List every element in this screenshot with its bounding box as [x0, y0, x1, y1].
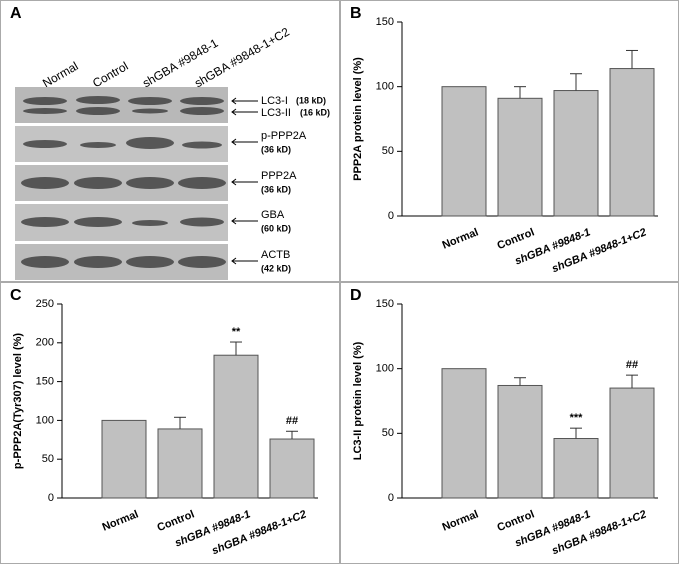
bar [609, 68, 655, 217]
y-tick-label: 150 [376, 16, 394, 28]
y-axis-label: p-PPP2A(Tyr307) level (%) [12, 333, 24, 469]
bar [497, 384, 543, 499]
error-bar [230, 341, 242, 356]
band-size: (18 kD) [296, 95, 326, 105]
x-tick-label: Normal [441, 226, 481, 251]
bar [441, 86, 487, 217]
significance-label: ** [232, 326, 241, 338]
blot-panel: A Normal Control shGBA #9848-1 shGBA #98… [10, 5, 330, 280]
bar [553, 90, 599, 217]
band-name: LC3-I [261, 95, 288, 107]
y-axis-label: PPP2A protein level (%) [352, 57, 364, 181]
y-tick-label: 0 [388, 492, 394, 504]
chart-panel: Cp-PPP2A(Tyr307) level (%) 0 50 100 150 200 25… [10, 287, 318, 557]
y-tick-label: 150 [376, 298, 394, 310]
error-bar [286, 430, 298, 440]
x-tick-label: shGBA #9848-1+C2 [550, 508, 648, 557]
bar [269, 438, 315, 499]
bar [157, 428, 203, 499]
y-tick-label: 0 [388, 210, 394, 222]
band-name: p-PPP2A [261, 130, 307, 142]
band-name: GBA [261, 209, 285, 221]
band-name: LC3-II [261, 107, 291, 119]
panel-letter: B [350, 5, 362, 22]
lane-label: Normal [40, 59, 80, 90]
y-axis-label: LC3-II protein level (%) [352, 341, 364, 460]
band-name: ACTB [261, 249, 290, 261]
band-size: (36 kD) [261, 184, 291, 194]
y-tick-label: 100 [376, 81, 394, 93]
band-size: (16 kD) [300, 107, 330, 117]
bar [609, 387, 655, 499]
arrows [231, 97, 258, 265]
x-tick-label: Control [495, 226, 536, 252]
y-tick-label: 50 [42, 453, 54, 465]
x-tick-label: Control [155, 508, 196, 534]
lane-label: shGBA #9848-1+C2 [192, 25, 292, 91]
y-tick-label: 250 [36, 298, 54, 310]
error-bar [514, 86, 526, 99]
x-tick-label: shGBA #9848-1+C2 [550, 226, 648, 275]
error-bar [570, 73, 582, 91]
x-tick-label: shGBA #9848-1+C2 [210, 508, 308, 557]
y-tick-label: 0 [48, 492, 54, 504]
bar [213, 354, 259, 499]
band-size: (42 kD) [261, 263, 291, 273]
bar [441, 368, 487, 499]
y-tick-label: 150 [36, 376, 54, 388]
y-tick-label: 100 [376, 363, 394, 375]
error-bar [514, 377, 526, 386]
blot-image [15, 87, 228, 280]
band-size: (36 kD) [261, 144, 291, 154]
lane-label: Control [90, 59, 131, 90]
panel-letter: C [10, 287, 22, 304]
chart-panel: D LC3-II protein level (%) 0 50 100 150 Normal… [350, 287, 658, 557]
x-tick-label: Normal [441, 508, 481, 533]
y-tick-label: 50 [382, 145, 394, 157]
panel-letter: A [10, 5, 22, 22]
band-size: (60 kD) [261, 223, 291, 233]
error-bar [626, 49, 638, 69]
panel-letter: D [350, 287, 362, 304]
significance-label: *** [570, 412, 584, 424]
error-bar [570, 427, 582, 439]
y-tick-label: 200 [36, 337, 54, 349]
y-tick-label: 100 [36, 414, 54, 426]
band-name: PPP2A [261, 170, 297, 182]
bar [553, 438, 599, 499]
error-bar [174, 416, 186, 429]
error-bar [626, 374, 638, 389]
x-tick-label: Normal [101, 508, 141, 533]
y-tick-label: 50 [382, 427, 394, 439]
x-tick-label: Control [495, 508, 536, 534]
bar [497, 97, 543, 217]
bar [101, 419, 147, 499]
significance-label: ## [286, 415, 298, 427]
significance-label: ## [626, 359, 638, 371]
chart-panel: B PPP2A protein level (%) 0 50 100 150 Normal C… [350, 5, 658, 275]
